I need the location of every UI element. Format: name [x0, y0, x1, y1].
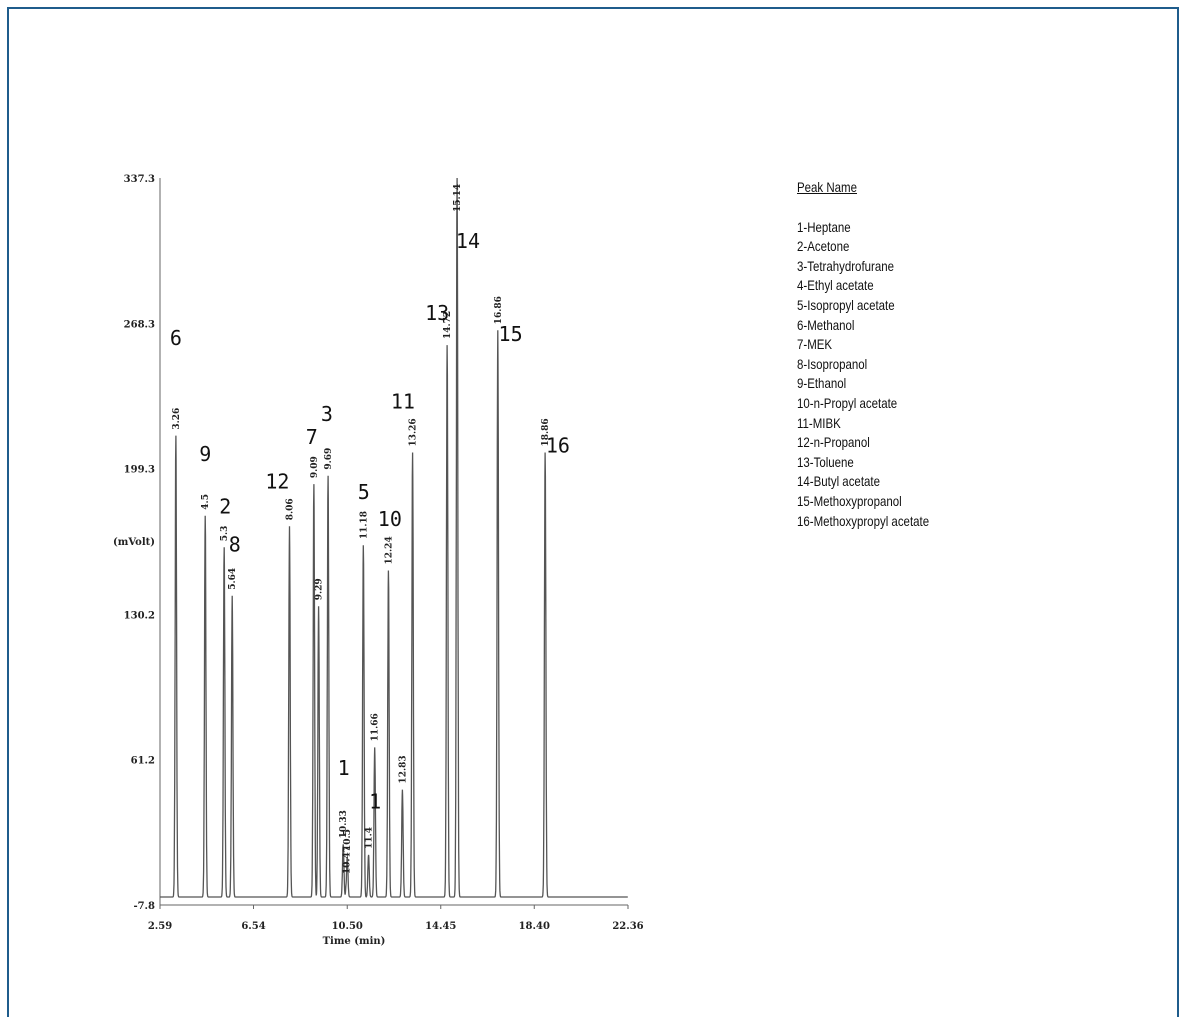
x-tick-label: 14.45 — [425, 921, 456, 932]
retention-time-label: 11.4 — [365, 827, 375, 849]
retention-time-label: 9.29 — [315, 578, 325, 600]
peak-number-label: 9 — [199, 442, 211, 466]
legend-item: 3-Tetrahydrofurane — [797, 257, 895, 274]
retention-time-label: 11.18 — [359, 511, 369, 539]
retention-time-label: 12.83 — [398, 755, 408, 783]
retention-time-label: 13.26 — [409, 418, 419, 446]
retention-time-label: 3.26 — [172, 408, 182, 430]
x-tick-label: 22.36 — [612, 921, 643, 932]
legend-item: 1-Heptane — [797, 218, 851, 235]
peak-number-label: 10 — [378, 507, 402, 531]
retention-time-label: 15.14 — [453, 184, 463, 212]
y-tick-label: 199.3 — [124, 465, 155, 476]
peak-number-label: 8 — [229, 533, 241, 557]
page-frame — [7, 7, 1179, 1017]
legend-item: 13-Toluene — [797, 453, 854, 470]
legend-item: 12-n-Propanol — [797, 434, 870, 451]
chart-labels: 3.26 6 4.5 9 5.3 2 5.64 8 8.06 12 9.09 7 9.29 9.69 3 10… — [170, 184, 570, 874]
retention-time-label: 10.5 — [343, 829, 353, 851]
retention-time-label: 4.5 — [201, 494, 211, 510]
y-tick-label: 61.2 — [131, 756, 155, 767]
peak-number-label: 1 — [369, 790, 381, 814]
peak-number-label: 11 — [391, 389, 415, 413]
retention-time-label: 9.69 — [324, 448, 334, 470]
retention-time-label: 5.3 — [220, 526, 230, 542]
y-tick-label: 268.3 — [124, 319, 155, 330]
legend: Peak Name 1-Heptane 2-Acetone 3-Tetrahydro… — [797, 178, 929, 531]
retention-time-label: 14.72 — [443, 311, 453, 339]
legend-item: 15-Methoxypropanol — [797, 492, 902, 509]
legend-item: 9-Ethanol — [797, 375, 847, 392]
legend-title: Peak Name — [797, 179, 857, 195]
x-tick-label: 6.54 — [241, 921, 265, 932]
chart-axes: 2.59 6.54 10.50 14.45 18.40 22.36 -7.8 61.2 130.… — [113, 174, 644, 932]
peak-number-label: 13 — [425, 301, 449, 325]
retention-time-label: 10.47 — [343, 846, 353, 874]
peak-number-label: 5 — [358, 480, 370, 504]
legend-item: 2-Acetone — [797, 238, 850, 255]
peak-number-label: 15 — [499, 322, 523, 346]
legend-item: 14-Butyl acetate — [797, 473, 880, 490]
peak-number-label: 16 — [546, 433, 570, 457]
peak-number-label: 12 — [265, 469, 289, 493]
y-tick-label: (mVolt) — [113, 537, 155, 548]
peak-number-label: 3 — [321, 402, 333, 426]
legend-item: 11-MIBK — [797, 414, 841, 431]
retention-time-label: 10.33 — [339, 810, 349, 838]
legend-item: 7-MEK — [797, 336, 833, 353]
retention-time-label: 12.24 — [384, 536, 394, 564]
legend-item: 8-Isopropanol — [797, 355, 868, 372]
legend-item: 16-Methoxypropyl acetate — [797, 512, 930, 529]
y-tick-label: -7.8 — [133, 901, 155, 912]
peak-number-label: 6 — [170, 326, 182, 350]
x-tick-label: 2.59 — [148, 921, 172, 932]
y-tick-label-max: 337.3 — [124, 174, 155, 185]
y-tick-label: 130.2 — [124, 610, 155, 621]
trace-line — [160, 177, 628, 898]
legend-item: 5-Isopropyl acetate — [797, 296, 895, 313]
chromatogram-trace — [160, 177, 628, 898]
peak-number-label: 2 — [219, 495, 231, 519]
retention-time-label: 11.66 — [371, 713, 381, 741]
peak-number-label: 7 — [306, 425, 318, 449]
x-axis-title: Time (min) — [323, 936, 386, 947]
retention-time-label: 5.64 — [228, 568, 238, 590]
retention-time-label: 18.86 — [541, 418, 551, 446]
chromatogram-chart: 2.59 6.54 10.50 14.45 18.40 22.36 -7.8 61.2 130.… — [113, 174, 644, 947]
legend-item: 6-Methanol — [797, 316, 855, 333]
legend-item: 10-n-Propyl acetate — [797, 394, 898, 411]
retention-time-label: 8.06 — [285, 498, 295, 520]
x-tick-label: 10.50 — [332, 921, 363, 932]
x-tick-label: 18.40 — [519, 921, 550, 932]
legend-list: 1-Heptane 2-Acetone 3-Tetrahydrofurane 4-Et… — [797, 218, 929, 532]
retention-time-label: 16.86 — [494, 296, 504, 324]
peak-number-label: 14 — [456, 229, 480, 253]
retention-time-label: 9.09 — [310, 456, 320, 478]
legend-item: 4-Ethyl acetate — [797, 277, 874, 294]
peak-number-label: 1 — [338, 756, 350, 780]
